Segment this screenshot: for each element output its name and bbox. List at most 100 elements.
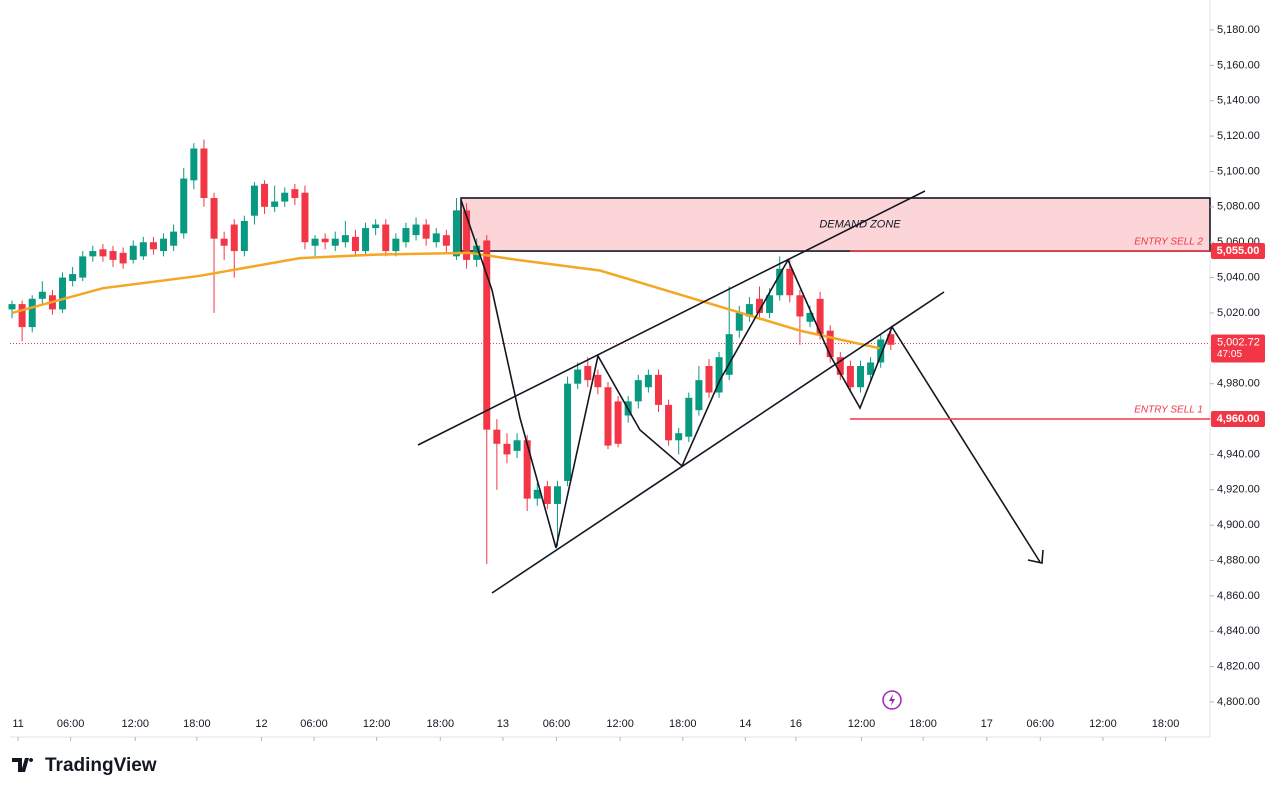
y-tick-label: 4,980.00 xyxy=(1217,378,1260,390)
y-tick-label: 4,860.00 xyxy=(1217,590,1260,602)
channel-line xyxy=(417,190,926,446)
candle-body xyxy=(422,224,430,239)
icon-ring xyxy=(882,690,902,710)
candle-body xyxy=(745,304,753,317)
price-tag-label: 4,960.00 xyxy=(1217,413,1260,425)
y-tick-label: 5,180.00 xyxy=(1217,24,1260,36)
candle-body xyxy=(533,489,541,499)
candle-body xyxy=(170,231,178,246)
x-tick-label: 12:00 xyxy=(848,718,876,730)
demand-zone xyxy=(460,197,1211,252)
candle-body xyxy=(513,440,521,451)
y-tick-label: 5,040.00 xyxy=(1217,271,1260,283)
candle-body xyxy=(846,366,854,388)
y-tick-label: 5,080.00 xyxy=(1217,201,1260,213)
candle-body xyxy=(341,235,349,243)
candle-body xyxy=(392,238,400,252)
candle-body xyxy=(230,224,238,252)
candle-body xyxy=(402,228,410,243)
candle-body xyxy=(291,189,299,198)
candle-body xyxy=(826,330,834,358)
candle-body xyxy=(614,401,622,444)
candle-body xyxy=(190,148,198,181)
x-tick-label: 18:00 xyxy=(1152,718,1180,730)
x-tick-label: 12 xyxy=(255,718,267,730)
candle-body xyxy=(139,242,147,257)
candle-body xyxy=(250,185,258,216)
channel-line xyxy=(491,291,945,594)
candle-body xyxy=(776,268,784,296)
drawings xyxy=(417,190,1044,594)
entry-label: ENTRY SELL 1 xyxy=(1134,405,1203,416)
arrow-head xyxy=(1027,549,1044,564)
candle-body xyxy=(351,236,359,252)
logo[interactable]: TradingView xyxy=(12,755,157,776)
wave-path xyxy=(460,199,1041,563)
entry-label: ENTRY SELL 2 xyxy=(1134,237,1203,248)
candle-body xyxy=(543,486,551,504)
x-tick-label: 18:00 xyxy=(909,718,937,730)
candle-body xyxy=(149,242,157,250)
candle-body xyxy=(38,291,46,299)
candle-body xyxy=(493,429,501,444)
x-tick-label: 06:00 xyxy=(300,718,328,730)
candle-body xyxy=(685,397,693,437)
candle-body xyxy=(695,380,703,411)
candle-body xyxy=(887,334,895,345)
candle-body xyxy=(99,249,107,257)
candle-body xyxy=(412,224,420,236)
candle-body xyxy=(28,298,36,328)
y-tick-label: 4,880.00 xyxy=(1217,554,1260,566)
candle-body xyxy=(806,312,814,322)
x-tick-label: 17 xyxy=(981,718,993,730)
candle-body xyxy=(796,295,804,317)
candle-body xyxy=(281,192,289,202)
y-tick-label: 4,820.00 xyxy=(1217,661,1260,673)
candle-body xyxy=(634,380,642,402)
y-tick-label: 4,920.00 xyxy=(1217,484,1260,496)
x-tick-label: 06:00 xyxy=(543,718,571,730)
candle-body xyxy=(240,220,248,252)
candle-body xyxy=(261,183,269,207)
candle-body xyxy=(129,245,137,260)
x-tick-label: 12:00 xyxy=(121,718,149,730)
replay-icon[interactable] xyxy=(882,690,902,710)
candle-body xyxy=(109,251,117,260)
candle-body xyxy=(311,238,319,246)
candle-body xyxy=(715,357,723,393)
y-tick-label: 4,800.00 xyxy=(1217,696,1260,708)
candle-body xyxy=(503,443,511,455)
candle-body xyxy=(89,251,97,257)
candle-body xyxy=(160,238,168,252)
candle-body xyxy=(119,252,127,264)
candle-body xyxy=(574,369,582,384)
candle-body xyxy=(766,295,774,313)
candle-body xyxy=(675,433,683,441)
candle-body xyxy=(816,298,824,335)
countdown: 47:05 xyxy=(1217,349,1242,360)
candle-body xyxy=(331,238,339,246)
x-tick-label: 14 xyxy=(739,718,751,730)
y-tick-label: 5,160.00 xyxy=(1217,59,1260,71)
x-tick-label: 16 xyxy=(790,718,802,730)
candle-body xyxy=(59,277,67,310)
candle-body xyxy=(18,304,26,328)
y-tick-label: 5,120.00 xyxy=(1217,130,1260,142)
candle-body xyxy=(584,366,592,381)
y-tick-label: 5,020.00 xyxy=(1217,307,1260,319)
icon-bolt xyxy=(889,694,895,706)
x-tick-label: 18:00 xyxy=(427,718,455,730)
price-tag-label: 5,055.00 xyxy=(1217,245,1260,257)
candle-body xyxy=(8,304,16,310)
candle-body xyxy=(271,201,279,207)
candle-body xyxy=(735,312,743,331)
x-tick-label: 13 xyxy=(497,718,509,730)
x-tick-label: 18:00 xyxy=(183,718,211,730)
last-price-label: 5,002.72 xyxy=(1217,336,1260,348)
ema-line xyxy=(11,251,880,350)
candle-body xyxy=(442,235,450,246)
candle-body xyxy=(463,210,471,260)
y-tick-label: 5,140.00 xyxy=(1217,95,1260,107)
candle-body xyxy=(644,374,652,388)
